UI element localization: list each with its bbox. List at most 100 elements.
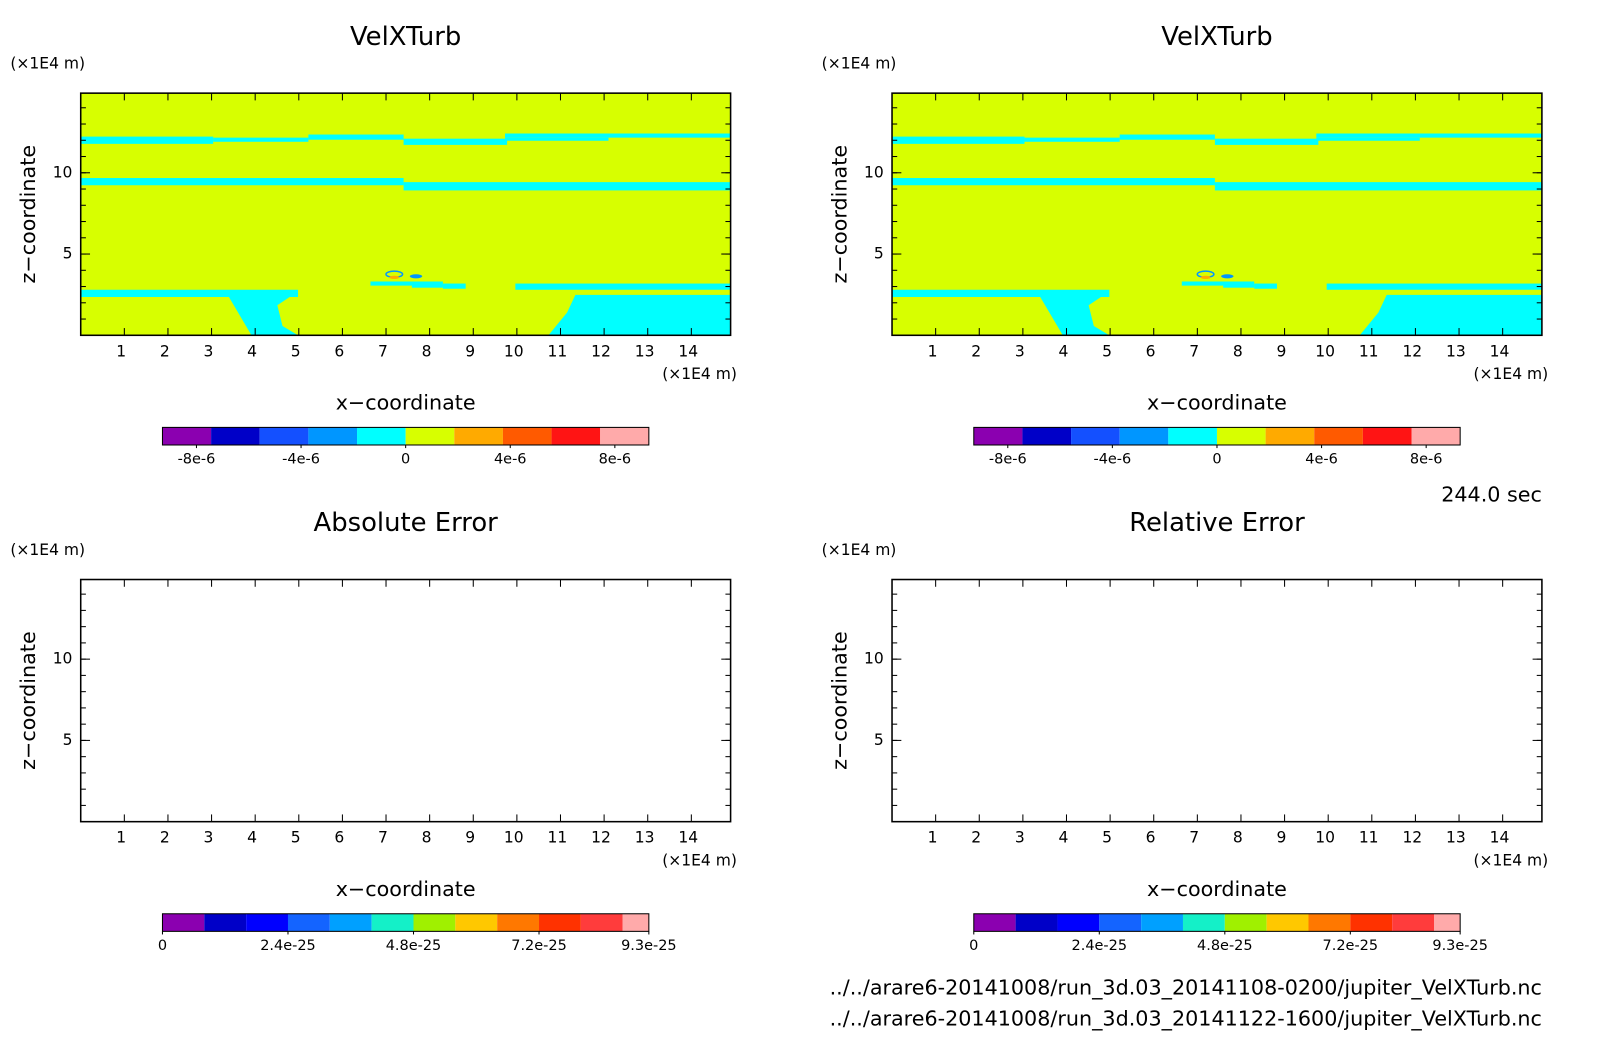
colorbar-tick-label: 4.8e-25 (1197, 938, 1253, 954)
x-tick-label: 12 (591, 829, 611, 847)
y-tick-label: 5 (63, 731, 73, 749)
colorbar-tick-label: 2.4e-25 (1072, 938, 1128, 954)
colorbar-tick-label: 7.2e-25 (511, 938, 567, 954)
x-tick-label: 11 (1359, 829, 1379, 847)
x-tick-label: 4 (247, 342, 257, 360)
colorbar-segment (1314, 427, 1363, 445)
y-axis-label: z−coordinate (827, 145, 851, 284)
x-tick-label: 9 (1277, 829, 1287, 847)
x-tick-label: 9 (465, 342, 475, 360)
x-tick-label: 11 (1359, 342, 1379, 360)
x-axis-label: x−coordinate (1147, 877, 1287, 901)
x-tick-label: 7 (378, 342, 388, 360)
colorbar-segment (1071, 427, 1120, 445)
contour-region (80, 178, 404, 186)
colorbar-segment (454, 427, 503, 445)
colorbar-tick-label: 0 (1212, 451, 1221, 467)
contour-region (1200, 275, 1211, 279)
x-tick-label: 2 (971, 342, 981, 360)
colorbar-tick-label: 0 (969, 938, 978, 954)
contour-region (1221, 274, 1234, 279)
x-tick-label: 6 (334, 342, 344, 360)
x-tick-label: 2 (160, 342, 170, 360)
y-axis-label: z−coordinate (16, 631, 40, 770)
x-tick-label: 12 (1402, 829, 1422, 847)
contour-region (1214, 182, 1542, 191)
colorbar-segment (622, 913, 649, 932)
x-tick-label: 2 (971, 829, 981, 847)
y-tick-label: 10 (864, 163, 884, 181)
contour-region (1024, 137, 1120, 142)
colorbar-segment (1265, 427, 1315, 445)
contour-region (409, 274, 423, 279)
y-tick-label: 10 (864, 650, 884, 668)
contour-region (1316, 133, 1542, 138)
colorbar-segment (580, 913, 623, 932)
colorbar-segment (551, 427, 601, 445)
colorbar-segment (204, 913, 247, 932)
contour-region (80, 289, 299, 298)
y-tick-label: 10 (53, 163, 73, 181)
x-tick-label: 14 (1490, 342, 1510, 360)
contour-region (1316, 137, 1420, 141)
colorbar-segment (371, 913, 414, 932)
colorbar-segment (600, 427, 649, 445)
file-path: ../../arare6-20141008/run_3d.03_20141122… (830, 1006, 1542, 1031)
x-tick-label: 8 (422, 342, 432, 360)
colorbar-tick-label: 9.3e-25 (621, 938, 677, 954)
y-tick-label: 5 (63, 245, 73, 263)
colorbar-tick-label: -4e-6 (282, 451, 320, 467)
colorbar-segment (1168, 427, 1217, 445)
y-axis-label: z−coordinate (16, 145, 40, 284)
x-tick-label: 8 (422, 829, 432, 847)
x-tick-label: 1 (928, 342, 938, 360)
colorbar-segment (1411, 427, 1461, 445)
colorbar-segment (1392, 913, 1435, 932)
x-tick-label: 4 (1058, 342, 1068, 360)
x-tick-label: 9 (465, 829, 475, 847)
contour-region (308, 134, 404, 140)
contour-region (1254, 283, 1277, 289)
contour-region (442, 283, 466, 289)
contour-region (227, 294, 299, 336)
colorbar-segment (162, 427, 212, 445)
colorbar-tick-label: 8e-6 (599, 451, 632, 467)
colorbar-segment (973, 427, 1023, 445)
contour-region (1038, 294, 1110, 336)
contour-region (411, 284, 443, 288)
x-tick-label: 10 (1315, 342, 1335, 360)
contour-region (505, 137, 609, 141)
plot-frame (891, 92, 1543, 337)
colorbar-frame (161, 913, 650, 932)
x-tick-label: 3 (204, 342, 214, 360)
contour-region (1223, 284, 1255, 288)
colorbar-segment (1057, 913, 1100, 932)
contour-region (892, 178, 1215, 186)
colorbar-segment (1141, 913, 1183, 932)
colorbar-segment (405, 427, 455, 445)
x-tick-label: 1 (928, 829, 938, 847)
y-unit: (×1E4 m) (822, 55, 897, 73)
x-axis-label: x−coordinate (336, 391, 476, 415)
plot-frame (79, 92, 732, 337)
colorbar-segment (1308, 913, 1351, 932)
chart-title: Relative Error (1129, 508, 1305, 538)
x-tick-label: 5 (291, 342, 301, 360)
contour-region (1326, 283, 1542, 290)
contour-region (370, 281, 443, 286)
colorbar-segment (1224, 913, 1267, 932)
x-tick-label: 3 (204, 829, 214, 847)
y-tick-label: 5 (874, 245, 884, 263)
x-tick-label: 4 (247, 829, 257, 847)
colorbar-segment (502, 427, 552, 445)
x-tick-label: 11 (548, 342, 568, 360)
colorbar-tick-label: 4e-6 (1305, 451, 1338, 467)
colorbar-tick-label: 9.3e-25 (1432, 938, 1488, 954)
colorbar-segment (1015, 913, 1058, 932)
colorbar-segment (308, 427, 358, 445)
colorbar-segment (329, 913, 372, 932)
x-unit: (×1E4 m) (1474, 365, 1549, 383)
colorbar-tick-label: -8e-6 (178, 451, 216, 467)
